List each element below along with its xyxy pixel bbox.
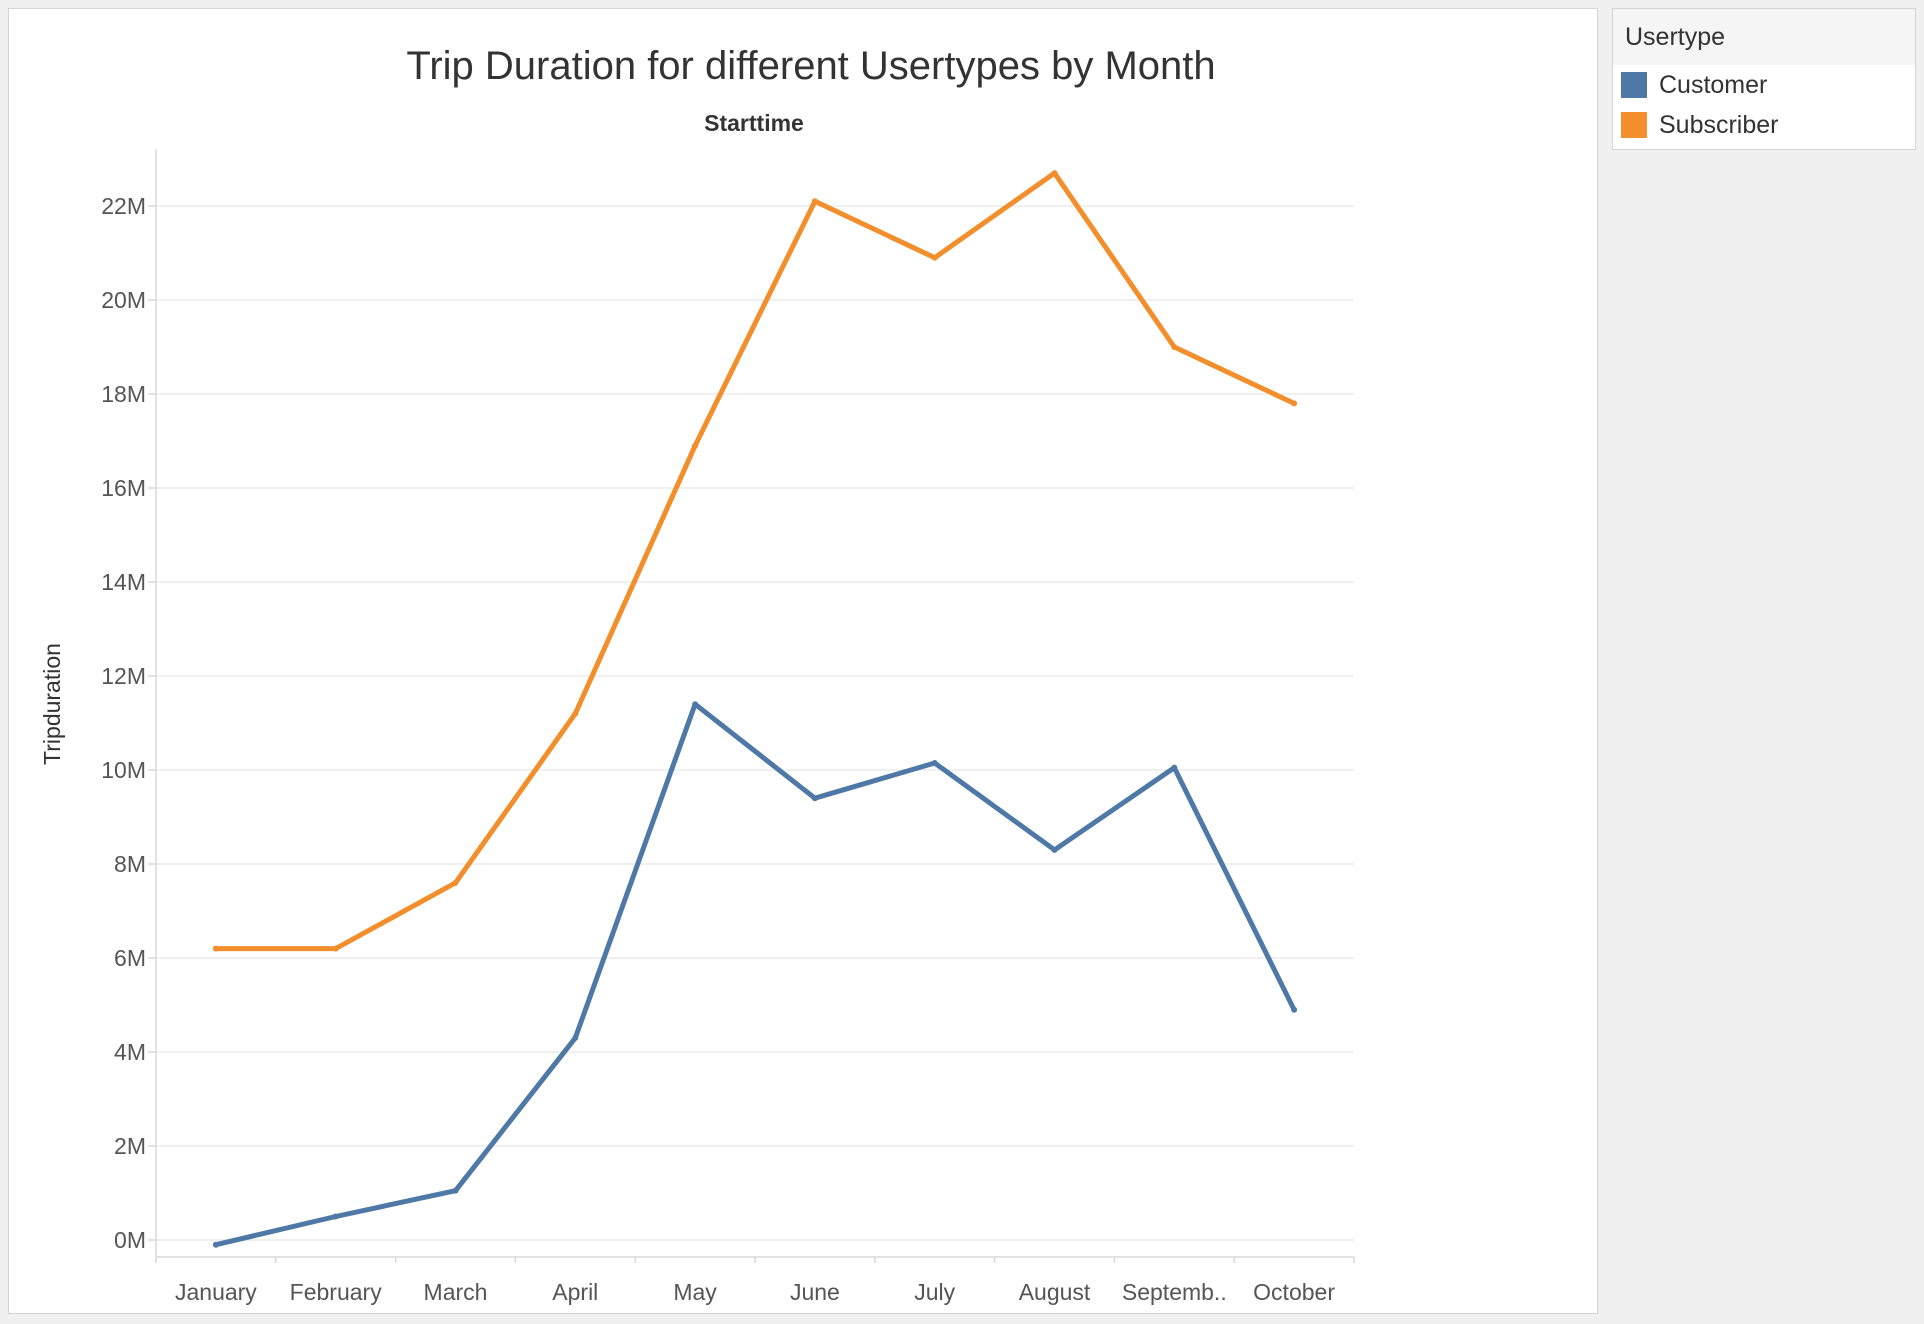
- data-point-subscriber[interactable]: [811, 198, 818, 205]
- data-point-subscriber[interactable]: [1291, 400, 1298, 407]
- y-tick-label: 16M: [101, 475, 146, 501]
- legend-label-subscriber: Subscriber: [1659, 110, 1779, 139]
- y-tick-label: 6M: [114, 945, 146, 971]
- data-point-customer[interactable]: [452, 1187, 459, 1194]
- data-point-subscriber[interactable]: [212, 945, 219, 952]
- x-tick-label: May: [673, 1279, 717, 1305]
- x-tick-label: October: [1253, 1279, 1335, 1305]
- y-tick-label: 4M: [114, 1039, 146, 1065]
- x-tick-label: July: [914, 1279, 955, 1305]
- series-line-subscriber[interactable]: [213, 170, 1297, 952]
- x-tick-label: January: [175, 1279, 257, 1305]
- data-point-customer[interactable]: [811, 795, 818, 802]
- legend-swatch-customer: [1621, 72, 1647, 98]
- y-tick-label: 12M: [101, 663, 146, 689]
- legend-title: Usertype: [1613, 9, 1915, 65]
- y-tick-label: 0M: [114, 1227, 146, 1253]
- legend-swatch-subscriber: [1621, 112, 1647, 138]
- data-point-subscriber[interactable]: [1171, 344, 1178, 350]
- y-tick-label: 10M: [101, 757, 146, 783]
- x-axis-label: Starttime: [704, 110, 804, 136]
- x-tick-label: March: [424, 1279, 488, 1305]
- data-point-subscriber[interactable]: [931, 254, 938, 261]
- x-tick-label: February: [290, 1279, 383, 1305]
- data-point-subscriber[interactable]: [692, 442, 699, 449]
- data-point-subscriber[interactable]: [332, 945, 339, 952]
- y-tick-label: 2M: [114, 1133, 146, 1159]
- y-tick-label: 20M: [101, 287, 146, 313]
- legend-label-customer: Customer: [1659, 70, 1768, 99]
- data-point-subscriber[interactable]: [452, 879, 459, 886]
- legend-item-subscriber[interactable]: Subscriber: [1613, 105, 1915, 145]
- y-tick-label: 22M: [101, 193, 146, 219]
- legend-item-customer[interactable]: Customer: [1613, 65, 1915, 105]
- data-point-customer[interactable]: [1291, 1006, 1298, 1013]
- data-point-customer[interactable]: [692, 701, 699, 708]
- data-point-customer[interactable]: [1171, 764, 1178, 771]
- line-chart: Trip Duration for different Usertypes by…: [39, 44, 1355, 1305]
- x-tick-label: Septemb..: [1122, 1279, 1227, 1305]
- y-tick-label: 14M: [101, 569, 146, 595]
- data-point-subscriber[interactable]: [1051, 170, 1058, 177]
- x-tick-label: August: [1019, 1279, 1091, 1305]
- chart-panel: Trip Duration for different Usertypes by…: [8, 8, 1598, 1314]
- data-point-customer[interactable]: [1051, 846, 1058, 853]
- data-point-subscriber[interactable]: [572, 710, 579, 717]
- data-point-customer[interactable]: [931, 759, 938, 766]
- y-tick-label: 8M: [114, 851, 146, 877]
- data-point-customer[interactable]: [572, 1034, 579, 1041]
- axes: 0M 2M 4M 6M 8M 10M 12M 14M 16M 18M 20M 22M January Fe…: [101, 149, 1355, 1305]
- x-tick-label: June: [790, 1279, 840, 1305]
- y-axis-label: Tripduration: [39, 643, 65, 765]
- y-tick-label: 18M: [101, 381, 146, 407]
- data-point-customer[interactable]: [212, 1241, 219, 1248]
- chart-title: Trip Duration for different Usertypes by…: [406, 44, 1215, 88]
- data-point-customer[interactable]: [332, 1213, 339, 1220]
- series-lines: [212, 170, 1298, 1248]
- x-tick-label: April: [552, 1279, 598, 1305]
- legend: Usertype Customer Subscriber: [1612, 8, 1916, 150]
- gridlines: [156, 205, 1354, 1241]
- series-line-customer[interactable]: [213, 701, 1297, 1248]
